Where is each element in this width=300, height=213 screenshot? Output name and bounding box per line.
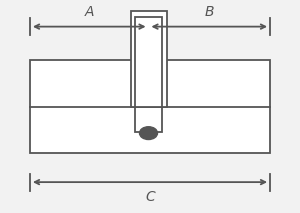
Bar <box>130 11 166 107</box>
Circle shape <box>140 127 158 140</box>
Bar <box>135 106 162 132</box>
Text: C: C <box>145 190 155 204</box>
Bar <box>30 60 270 153</box>
Bar <box>135 17 162 106</box>
Text: A: A <box>85 5 94 19</box>
Text: B: B <box>205 5 214 19</box>
